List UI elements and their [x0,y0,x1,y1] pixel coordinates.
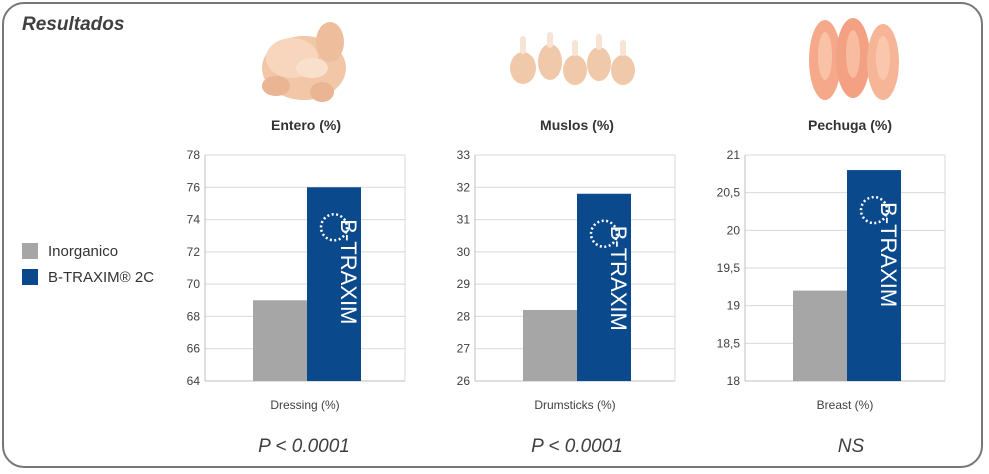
y-tick-label: 20,5 [717,186,741,200]
whole-chicken-icon [262,22,346,102]
panel-title-muslos: Muslos (%) [540,117,614,133]
y-tick-label: 26 [457,374,471,388]
btraxim-logo-icon: B-TRAXIM [859,195,901,307]
y-tick-label: 31 [457,213,471,227]
legend-label: Inorganico [48,242,119,260]
x-axis-label: Dressing (%) [270,398,339,412]
bar-inorganico [253,300,307,381]
btraxim-logo-text: B-TRAXIM [876,202,901,307]
bar-inorganico [793,290,847,381]
p-value-pechuga: NS [837,436,865,457]
bar-btraxim [577,193,631,381]
p-value-entero: P < 0.0001 [258,436,350,457]
chart-pechuga: 18 18,5 19 19,5 20 20,5 21 B-TRAXIM Breast (%) [717,148,946,412]
page-title: Resultados [22,14,125,35]
y-tick-label: 19,5 [717,261,741,275]
bar-inorganico [523,309,577,381]
bar-btraxim [847,170,901,381]
y-tick-label: 76 [187,180,201,194]
legend-item-btraxim: B-TRAXIM® 2C [22,264,154,290]
legend-swatch-btraxim [22,269,38,285]
y-tick-label: 70 [187,277,201,291]
bar-btraxim [307,187,361,381]
x-axis-label: Breast (%) [817,398,874,412]
p-value-muslos: P < 0.0001 [531,436,623,457]
breast-fillets-icon [809,18,899,100]
btraxim-logo-text: B-TRAXIM [606,226,631,331]
y-tick-label: 74 [187,213,201,227]
legend-label: B-TRAXIM® 2C [48,268,155,286]
y-tick-label: 27 [457,342,471,356]
legend-item-inorganic: Inorganico [22,238,154,264]
drumsticks-icon [510,32,635,85]
y-tick-label: 29 [457,277,471,291]
y-tick-label: 64 [187,374,201,388]
y-tick-label: 72 [187,245,201,259]
y-tick-label: 30 [457,245,471,259]
chart-muslos: 26 27 28 29 30 31 32 33 B-TRAXIM Drumsticks (%) [457,148,676,412]
btraxim-logo-icon: B-TRAXIM [319,213,361,324]
x-axis-label: Drumsticks (%) [534,398,615,412]
y-tick-label: 18 [727,374,741,388]
y-tick-label: 32 [457,180,471,194]
panel-title-pechuga: Pechuga (%) [807,117,892,133]
y-tick-label: 18,5 [717,336,741,350]
panel-title-entero: Entero (%) [271,117,341,133]
y-tick-label: 20 [727,223,741,237]
y-tick-label: 78 [187,148,201,162]
y-tick-label: 28 [457,309,471,323]
legend: Inorganico B-TRAXIM® 2C [22,238,154,290]
y-tick-label: 68 [187,309,201,323]
y-tick-label: 66 [187,342,201,356]
btraxim-logo-text: B-TRAXIM [336,219,361,324]
legend-swatch-inorganic [22,243,38,259]
y-tick-label: 19 [727,299,741,313]
y-tick-label: 21 [727,148,741,162]
slide-frame [2,2,983,468]
y-tick-label: 33 [457,148,471,162]
chart-entero: 64 66 68 70 72 74 76 78 B-TRAXIM Dressing (%) [187,148,406,412]
btraxim-logo-icon: B-TRAXIM [589,219,631,331]
